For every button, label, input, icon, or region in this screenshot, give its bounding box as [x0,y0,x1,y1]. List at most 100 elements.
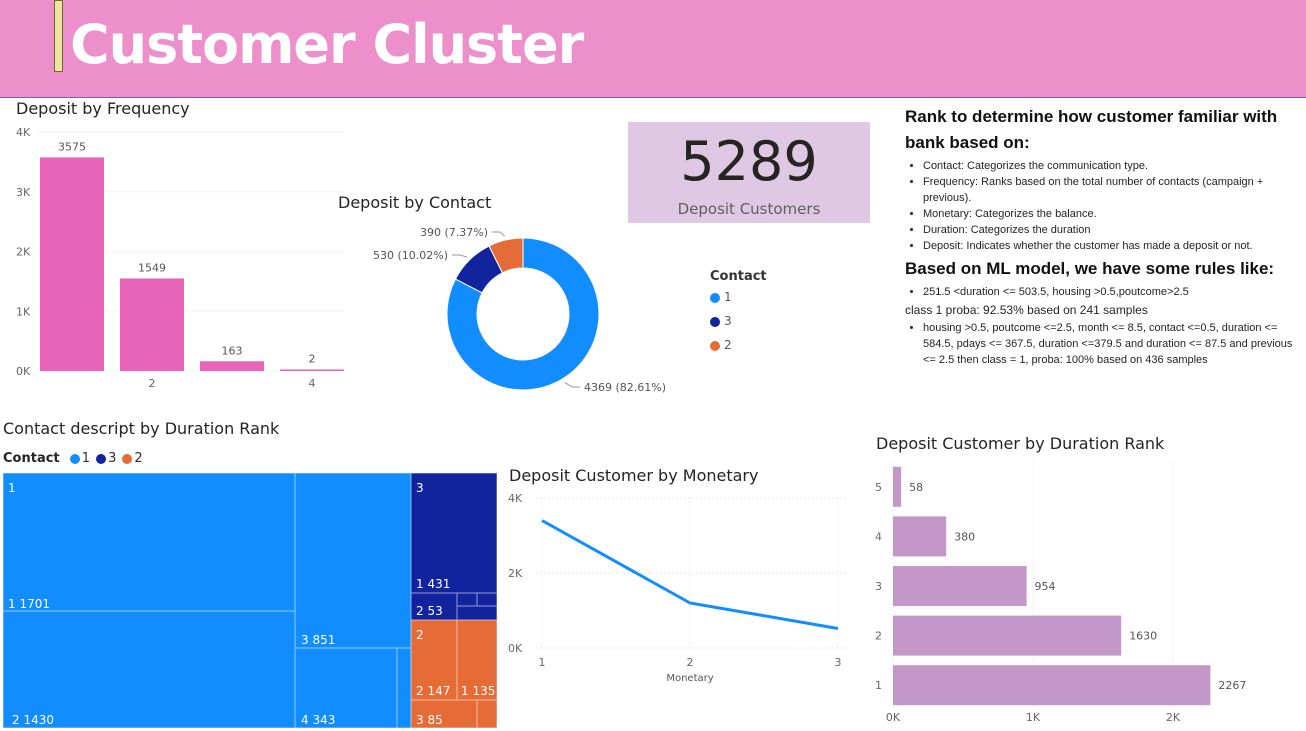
treemap-cell[interactable] [411,620,457,700]
header-accent-bar [54,0,63,72]
y-tick-label: 0K [508,642,523,655]
y-tick-label: 3K [16,186,31,199]
y-tick-label: 2 [875,630,882,643]
donut-slice [488,237,524,274]
x-tick-label: 2 [687,656,694,669]
treemap-cell[interactable] [295,648,397,728]
treemap-label: 2 1430 [12,713,54,727]
treemap-legend: Contact 1 3 2 [3,451,143,466]
donut-slice [446,237,600,391]
slice-label: 530 (10.02%) [373,249,448,262]
data-label: 58 [909,481,923,494]
legend-item[interactable]: 1 [69,451,91,466]
duration-chart-title: Deposit Customer by Duration Rank [876,434,1165,453]
treemap-cell[interactable] [3,473,295,611]
legend-item[interactable]: 3 [710,314,732,328]
treemap-label: 1 [8,481,16,495]
y-tick-label: 2K [508,567,523,580]
treemap-label: 1 135 [461,684,496,698]
data-label: 163 [222,344,243,357]
data-label: 2 [309,353,316,366]
deposit-customers-card: 5289 Deposit Customers [628,122,870,223]
treemap-cell[interactable] [3,611,295,728]
legend-dot [710,340,720,351]
treemap-cell[interactable] [295,473,411,648]
series-line [541,519,839,630]
list-item: Monetary: Categorizes the balance. [923,206,1303,222]
legend-dot [710,292,720,303]
treemap-cell[interactable] [477,700,497,728]
slice-label: 390 (7.37%) [420,226,488,239]
treemap-label: 3 [416,481,424,495]
leader-line [452,254,467,258]
header-banner [0,0,1306,98]
data-label: 1549 [138,261,166,274]
bar [120,278,184,371]
y-tick-label: 4K [16,126,31,139]
legend-label: 2 [724,338,732,352]
y-tick-label: 3 [875,580,882,593]
bar [40,157,104,371]
treemap-cell[interactable] [411,593,457,620]
freq-bar-chart[interactable]: 0K 1K 2K 3K 4K 3575 1549 2 163 2 4 [0,120,350,395]
x-tick-label: 3 [835,656,842,669]
rule1-tail: class 1 proba: 92.53% based on 241 sampl… [905,303,1148,317]
rules-ml-list-1: 251.5 <duration <= 503.5, housing >0.5,p… [905,284,1303,300]
list-item: Duration: Categorizes the duration [923,222,1303,238]
treemap-label: 3 851 [301,633,336,647]
legend-item[interactable]: 2 [710,338,732,352]
y-tick-label: 4 [875,530,882,543]
treemap-cell[interactable] [411,700,477,728]
y-tick-label: 5 [875,481,882,494]
x-axis-label: Monetary [666,673,713,684]
bar [893,516,947,557]
page-title: Customer Cluster [70,13,584,76]
contact-duration-treemap[interactable]: 1 1 1701 2 1430 3 851 4 343 3 1 431 2 53 2 2 147 1… [3,473,497,728]
x-tick-label: 4 [309,377,316,390]
treemap-cell[interactable] [457,620,497,700]
y-tick-label: 0K [16,365,31,378]
treemap-label: 4 343 [301,713,336,727]
x-tick-label: 1K [1026,711,1041,724]
x-tick-label: 2 [149,377,156,390]
legend-item[interactable]: 1 [710,290,732,304]
bar [893,466,902,507]
monetary-line-chart[interactable]: 0K 2K 4K 1 2 3 Monetary [500,488,860,688]
rules-heading-ml: Based on ML model, we have some rules li… [905,259,1275,278]
x-tick-label: 1 [539,656,546,669]
card-label: Deposit Customers [677,200,821,218]
duration-bar-chart[interactable]: 0K 1K 2K 5 58 4 380 3 954 2 1630 1 2267 [860,458,1300,726]
contact-donut-chart[interactable]: 4369 (82.61%) 530 (10.02%) 390 (7.37%) [340,215,680,405]
list-item: Contact: Categorizes the communication t… [923,158,1303,174]
legend-label: 2 [134,451,143,466]
rules-heading-rank: Rank to determine how customer familiar … [905,107,1278,152]
legend-item[interactable]: 2 [122,451,143,466]
legend-item[interactable]: 3 [96,451,116,466]
legend-label: 1 [81,451,91,466]
data-label: 380 [954,530,975,543]
legend-dot [69,453,80,464]
treemap-cell[interactable] [477,593,497,606]
leader-line [564,381,580,388]
data-label: 1630 [1129,630,1157,643]
bar [893,566,1027,606]
x-tick-label: 2K [1166,711,1181,724]
legend-dot [96,453,107,464]
treemap-title: Contact descript by Duration Rank [3,419,280,438]
y-tick-label: 4K [508,492,523,505]
bar [200,361,264,371]
treemap-cell[interactable] [457,606,497,620]
treemap-cell[interactable] [457,593,477,606]
data-label: 3575 [58,140,86,153]
list-item: housing >0.5, poutcome <=2.5, month <= 8… [923,320,1303,368]
legend-dot [122,453,133,464]
list-item: Frequency: Ranks based on the total numb… [923,174,1303,206]
list-item: 251.5 <duration <= 503.5, housing >0.5,p… [923,284,1303,300]
treemap-cell[interactable] [397,648,411,728]
rules-rank-list: Contact: Categorizes the communication t… [905,158,1303,254]
treemap-label: 3 85 [416,713,443,727]
legend-label: 3 [108,451,117,466]
treemap-cell[interactable] [411,473,497,593]
legend-label: 1 [724,290,732,304]
list-item: Deposit: Indicates whether the customer … [923,238,1303,254]
